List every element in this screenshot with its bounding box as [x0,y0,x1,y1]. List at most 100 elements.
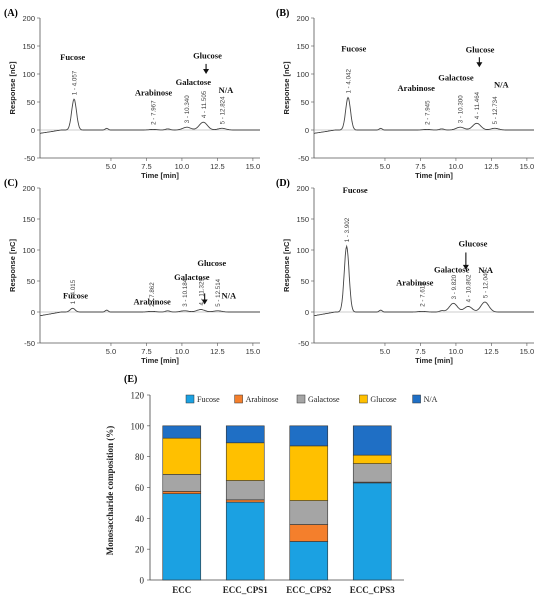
y-axis-title: Response [nC] [282,239,291,292]
compound-annotation: Galactose [434,264,470,274]
x-tick-label: 10.0 [449,162,464,171]
peak-label: 1 - 3.902 [344,217,351,242]
y-tick-label: 0 [140,576,145,586]
compound-annotation: Arabinose [133,297,171,307]
x-axis-title: Time [min] [141,171,179,180]
legend-label: Arabinose [246,395,279,404]
chromatogram-trace [313,96,534,134]
peak-label: 1 - 4.015 [70,279,77,304]
bar-segment-glucose [225,442,265,481]
x-tick-label: 12.5 [484,162,499,171]
bar-segment-fucose [225,501,265,581]
y-tick-label: 200 [296,184,309,193]
peak-label: 3 - 10.340 [184,95,191,123]
compound-annotation: Fucose [343,185,368,195]
peak-label: 3 - 9.820 [451,274,458,299]
legend-label: Fucose [197,395,220,404]
peak-label: 5 - 12.734 [492,96,499,124]
x-axis-title: Time [min] [415,171,453,180]
y-tick-label: 100 [296,70,309,79]
y-axis-title: Response [nC] [8,239,17,292]
bar-segment-fucose [352,482,392,581]
y-tick-label: 150 [296,215,309,224]
bar-segment-arabinose [225,499,265,503]
y-tick-label: 20 [135,545,145,555]
y-tick-label: 80 [135,452,145,462]
compound-annotation: Arabinose [398,83,436,93]
y-tick-label: 200 [296,14,309,23]
chromatogram-trace [39,98,260,134]
x-tick-label: 10.0 [449,347,464,356]
peak-label: 2 - 7.862 [149,282,156,307]
compound-annotation: Arabinose [396,277,434,287]
peak-label: 3 - 10.300 [458,95,465,123]
chromatogram-panel: (C) -50 0 50 100 150 200 5.0 7.5 10.0 12.5 15.0 Time… [4,178,260,365]
y-tick-label: 100 [22,246,35,255]
bar-segment-na [162,425,202,439]
x-tick-label: 7.5 [415,347,425,356]
chromatogram-trace [313,244,534,317]
legend-swatch [412,394,421,404]
y-tick-label: 150 [22,42,35,51]
y-tick-label: 50 [27,98,35,107]
y-tick-label: 100 [296,246,309,255]
peak-label: 5 - 12.824 [220,96,227,124]
bar-segment-glucose [289,445,329,501]
compound-annotation: Galactose [176,77,212,87]
bar-segment-glucose [162,437,202,475]
x-tick-label: 12.5 [210,347,225,356]
peak-label: 1 - 4.042 [346,69,353,94]
x-tick-label: 5.0 [106,347,116,356]
peak-label: 5 - 12.040 [482,270,489,298]
x-axis-title: Time [min] [415,356,453,365]
legend-label: N/A [424,395,438,404]
compound-annotation: Glucose [193,50,222,60]
x-tick-label: 15.0 [520,347,535,356]
arrow-head [476,62,483,68]
panel-label: (E) [124,374,137,385]
y-tick-label: 40 [135,514,145,524]
compound-annotation: N/A [478,265,494,275]
bar-segment-fucose [289,541,329,581]
panel-label: (C) [4,178,18,189]
compound-annotation: Glucose [459,238,488,248]
panel-label: (B) [276,8,289,19]
x-tick-label: 10.0 [175,162,190,171]
legend-swatch [234,394,243,404]
y-tick-label: 0 [31,308,35,317]
compound-annotation: N/A [219,85,235,95]
bar-segment-arabinose [289,524,329,542]
category-label: ECC_CPS1 [223,585,269,595]
x-tick-label: 7.5 [415,162,425,171]
bar-segment-glucose [352,454,392,464]
legend-swatch [359,394,368,404]
bar-segment-galactose [352,463,392,483]
y-tick-label: 0 [305,308,309,317]
legend-swatch [185,394,195,404]
x-axis-title: Time [min] [141,356,179,365]
y-axis-title: Monosaccharide composition (%) [105,426,115,556]
legend-label: Glucose [370,395,397,404]
bar-segment-galactose [289,500,329,525]
y-tick-label: -50 [24,154,35,163]
peak-label: 1 - 4.057 [72,70,79,95]
peak-label: 2 - 7.619 [420,282,427,307]
panel-label: (A) [4,8,18,19]
bar-segment-na [225,425,265,444]
chromatogram-panel: (D) -50 0 50 100 150 200 5.0 7.5 10.0 12.5 15.0 Time… [276,178,534,365]
y-tick-label: 100 [22,70,35,79]
y-tick-label: 60 [135,483,145,493]
compound-annotation: N/A [494,79,510,89]
peak-label: 5 - 12.514 [215,278,222,306]
y-axis-title: Response [nC] [8,61,17,114]
x-tick-label: 15.0 [246,162,261,171]
compound-annotation: Galactose [438,73,474,83]
x-tick-label: 7.5 [141,347,151,356]
stacked-bar-panel: (E) 0 20 40 60 80 100 120 Monosaccharide composi… [105,374,438,595]
compound-annotation: Fucose [341,44,366,54]
arrow-head [462,264,469,270]
chromatogram-panel: (B) -50 0 50 100 150 200 5.0 7.5 10.0 12.5 15.0 Time… [276,8,534,180]
y-tick-label: 150 [22,215,35,224]
compound-annotation: Fucose [63,290,88,300]
x-tick-label: 12.5 [210,162,225,171]
